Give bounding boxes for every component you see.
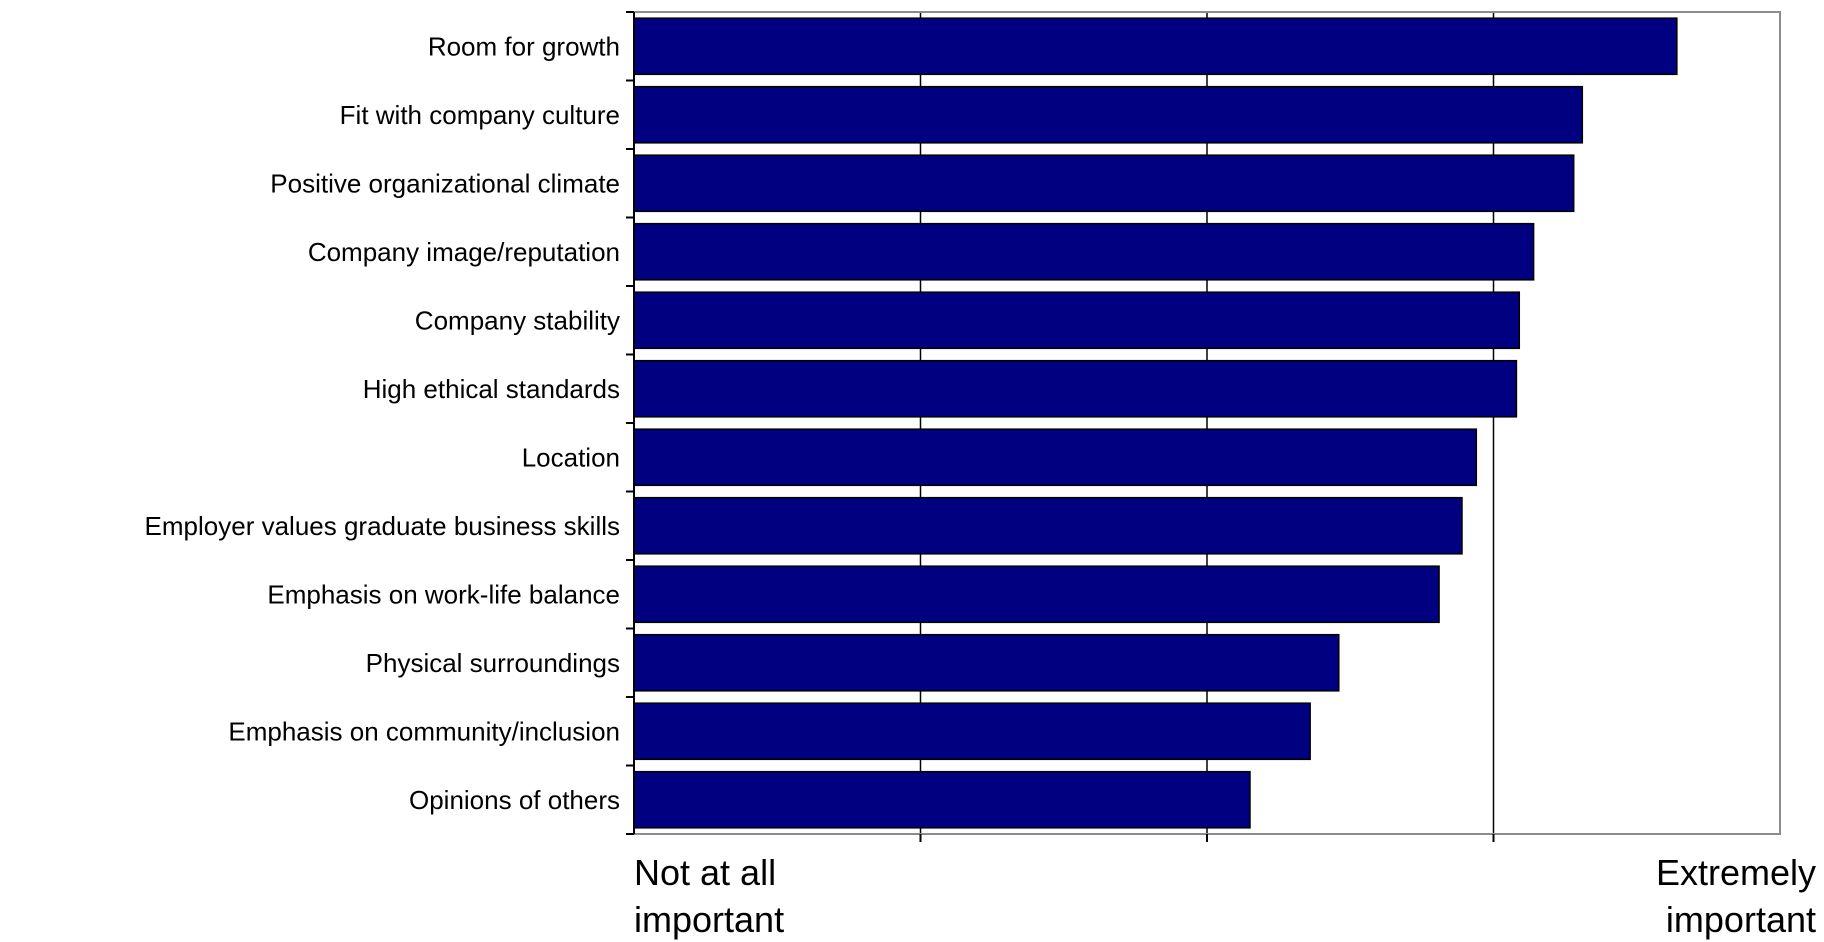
bar-7: [633, 428, 1478, 487]
gridlines: [919, 12, 1495, 834]
category-label-6: High ethical standards: [363, 374, 620, 404]
bar-12: [633, 770, 1251, 829]
category-label-11: Emphasis on community/inclusion: [228, 716, 620, 746]
category-label-5: Company stability: [415, 305, 620, 335]
category-label-10: Physical surroundings: [366, 648, 620, 678]
category-label-3: Positive organizational climate: [270, 168, 620, 198]
bar-3: [633, 154, 1575, 213]
bar-5: [633, 291, 1521, 350]
axes: [626, 11, 1781, 842]
category-labels: Room for growth Fit with company culture P…: [145, 31, 620, 815]
category-label-12: Opinions of others: [409, 785, 620, 815]
category-label-8: Employer values graduate business skills: [145, 511, 620, 541]
bar-11: [633, 702, 1311, 761]
bar-9: [633, 565, 1440, 624]
x-axis-low-label-line1: Not at all: [634, 852, 776, 893]
category-label-1: Room for growth: [428, 31, 620, 61]
bar-6: [633, 359, 1518, 418]
category-label-9: Emphasis on work-life balance: [267, 579, 620, 609]
x-axis-high-label-line2: important: [1666, 899, 1816, 940]
category-label-7: Location: [522, 442, 620, 472]
category-label-4: Company image/reputation: [308, 237, 620, 267]
bar-1: [633, 17, 1678, 76]
bar-10: [633, 633, 1340, 692]
bars: [633, 17, 1678, 829]
bar-4: [633, 222, 1535, 281]
x-axis-low-label-line2: important: [634, 899, 784, 940]
x-axis-high-label-line1: Extremely: [1656, 852, 1816, 893]
category-label-2: Fit with company culture: [340, 100, 620, 130]
bar-8: [633, 496, 1463, 555]
bar-2: [633, 85, 1584, 144]
